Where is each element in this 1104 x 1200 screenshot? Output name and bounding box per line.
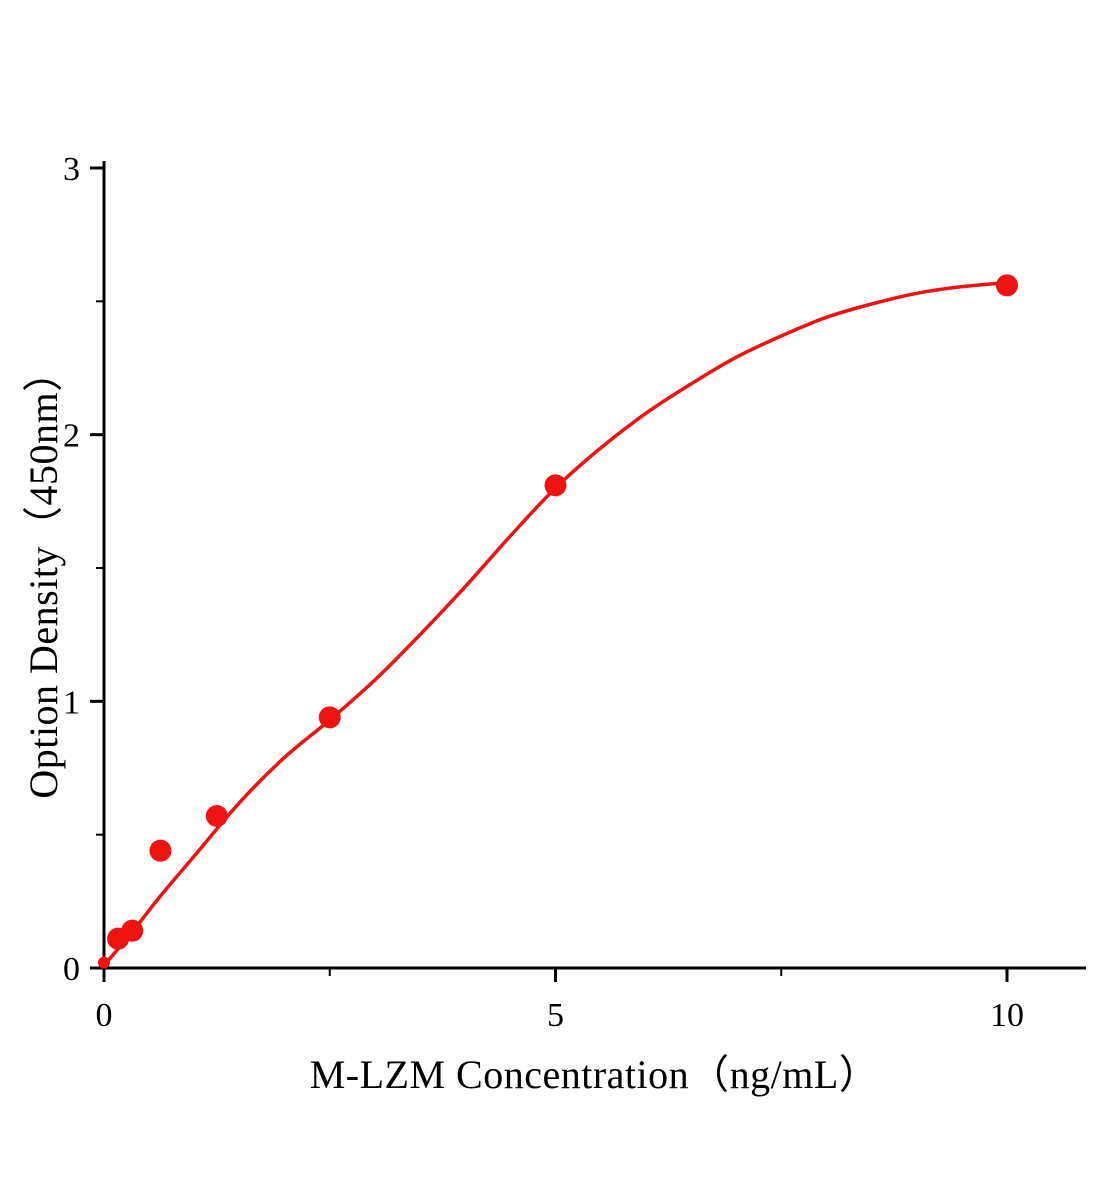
axes [102, 161, 1086, 970]
data-point [121, 919, 144, 942]
data-point-markers [98, 274, 1018, 969]
y-tick-label: 3 [63, 151, 80, 188]
y-tick-label: 0 [63, 951, 80, 988]
data-point [996, 274, 1018, 297]
fitted-curve-line [102, 280, 1009, 968]
data-point [544, 474, 567, 497]
data-point [205, 805, 228, 827]
tick-labels: 0 5 10 0 1 2 3 [63, 151, 1024, 1034]
data-point [98, 956, 110, 969]
y-axis-title: Option Density（450nm） [21, 351, 66, 799]
x-tick-label: 0 [96, 997, 113, 1034]
y-tick-label: 1 [63, 684, 80, 721]
x-axis-title: M-LZM Concentration（ng/mL） [309, 1052, 880, 1097]
x-tick-label: 10 [990, 997, 1024, 1034]
data-point [149, 839, 172, 862]
data-point [318, 706, 341, 729]
x-tick-label: 5 [547, 997, 564, 1034]
axis-ticks [90, 166, 1009, 982]
y-tick-label: 2 [63, 418, 80, 455]
